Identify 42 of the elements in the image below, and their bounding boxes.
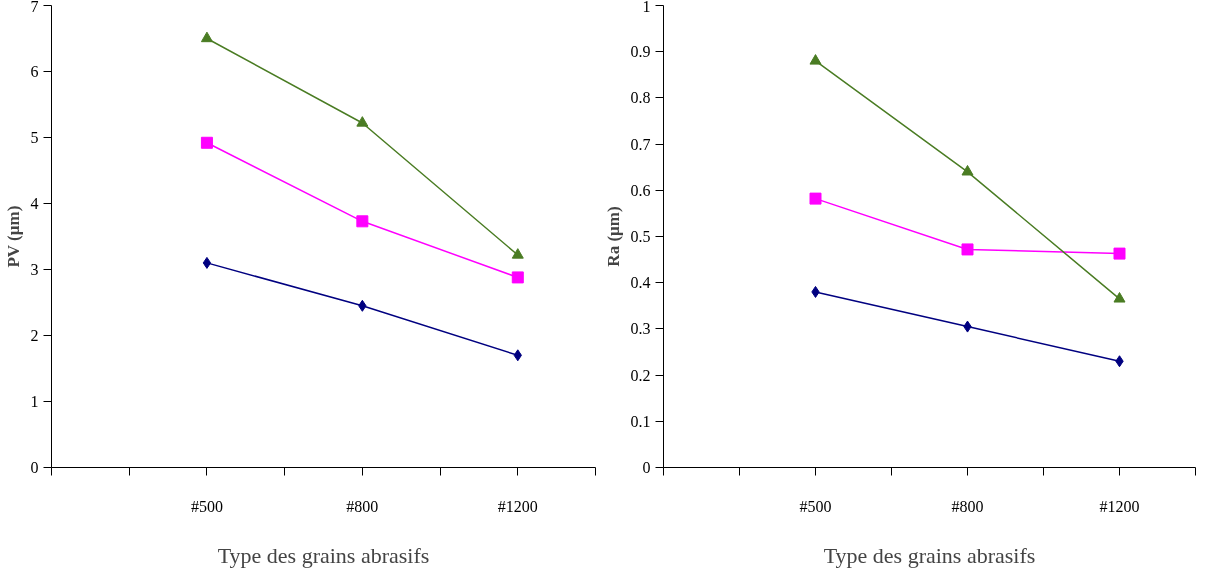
y-tick-label: 0.8 (630, 89, 651, 107)
point (511, 248, 524, 259)
x-tick-label: #1200 (497, 497, 538, 515)
y-axis-title: PV (µm) (3, 205, 23, 268)
y-tick-label: 0.7 (630, 135, 651, 153)
y-tick-label: 0.3 (630, 320, 651, 338)
y-axis-title: Ra (µm) (603, 206, 623, 267)
point (809, 192, 822, 205)
point (1113, 292, 1126, 303)
y-tick-label: 1 (30, 393, 39, 410)
y-tick-label: 3 (30, 261, 39, 278)
point (200, 136, 213, 149)
x-axis-title: Type des grains abrasifs (823, 542, 1036, 568)
x-tick-label: #500 (190, 497, 223, 515)
y-tick-label: 0 (642, 459, 651, 476)
y-tick-label: 2 (30, 327, 39, 344)
y-tick-label: 0.5 (630, 228, 651, 245)
point (961, 164, 974, 176)
x-tick-label: #500 (799, 497, 832, 515)
y-tick-label: 0.2 (630, 366, 651, 384)
point (511, 271, 524, 284)
point (200, 31, 213, 43)
y-tick-label: 6 (30, 63, 39, 80)
x-tick-label: #800 (951, 497, 984, 515)
point (202, 256, 212, 269)
x-axis-title: Type des grains abrasifs (217, 542, 430, 568)
point (356, 215, 369, 228)
y-tick-label: 4 (30, 195, 39, 212)
y-tick-label: 7 (30, 0, 39, 15)
y-tick-label: 5 (30, 129, 39, 146)
point (809, 54, 822, 65)
x-tick-label: #1200 (1099, 497, 1140, 515)
point (1113, 247, 1126, 260)
point (356, 116, 369, 127)
y-tick-label: 1 (642, 0, 651, 15)
point (961, 243, 974, 256)
x-tick-label: #800 (346, 497, 379, 515)
y-tick-label: 0.4 (630, 274, 651, 292)
y-tick-label: 0.9 (630, 43, 651, 61)
y-tick-label: 0.6 (630, 181, 651, 199)
y-tick-label: 0 (30, 459, 39, 476)
y-tick-label: 0.1 (630, 412, 651, 430)
